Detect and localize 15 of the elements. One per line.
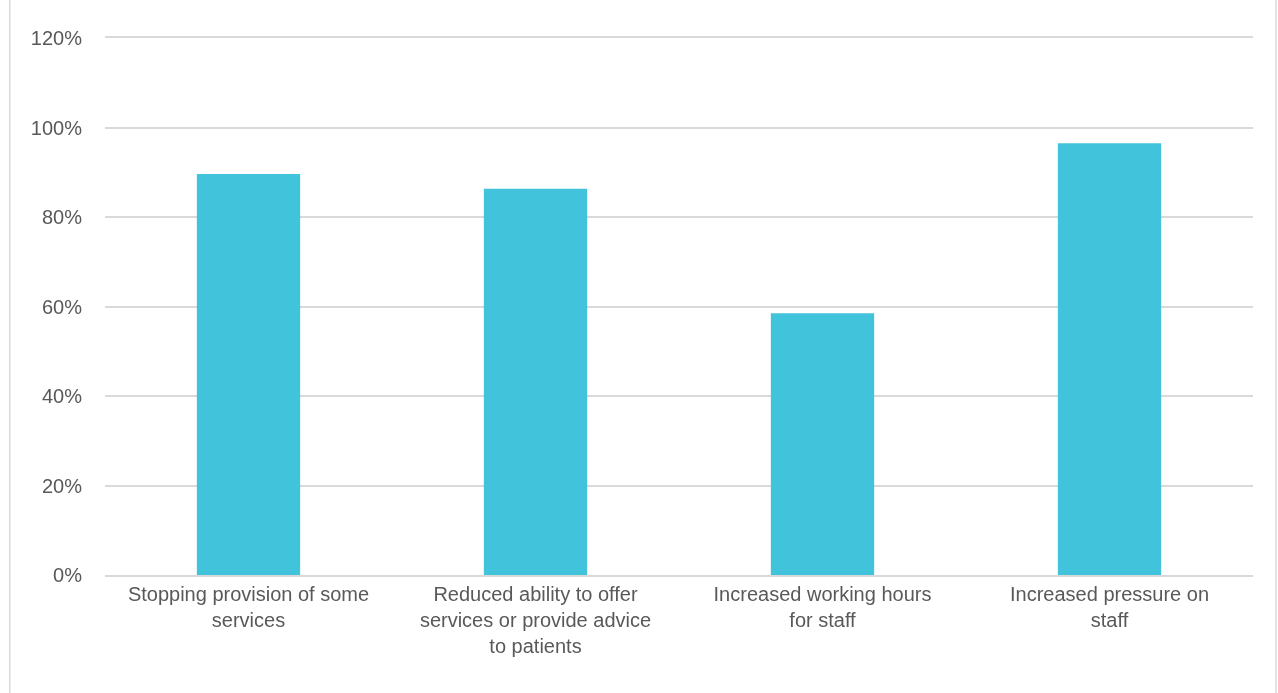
bar — [1057, 143, 1162, 575]
y-tick-label: 120% — [30, 27, 83, 49]
x-tick-label: Stopping provision of some services — [127, 582, 370, 631]
y-tick-label: 0% — [53, 564, 83, 586]
bar — [770, 313, 875, 575]
x-tick-label: Increased pressure on staff — [1009, 582, 1210, 631]
y-tick-label: 40% — [41, 385, 83, 407]
bar — [483, 188, 588, 575]
x-tick-label: Increased working hours for staff — [713, 582, 932, 631]
y-tick-label: 100% — [30, 116, 83, 139]
bar — [196, 174, 301, 575]
y-tick-label: 20% — [41, 474, 83, 497]
y-tick-label: 60% — [41, 295, 83, 318]
x-tick-label: Reduced ability to offer services or provide advice to patients — [419, 582, 652, 657]
y-tick-label: 80% — [41, 206, 83, 228]
